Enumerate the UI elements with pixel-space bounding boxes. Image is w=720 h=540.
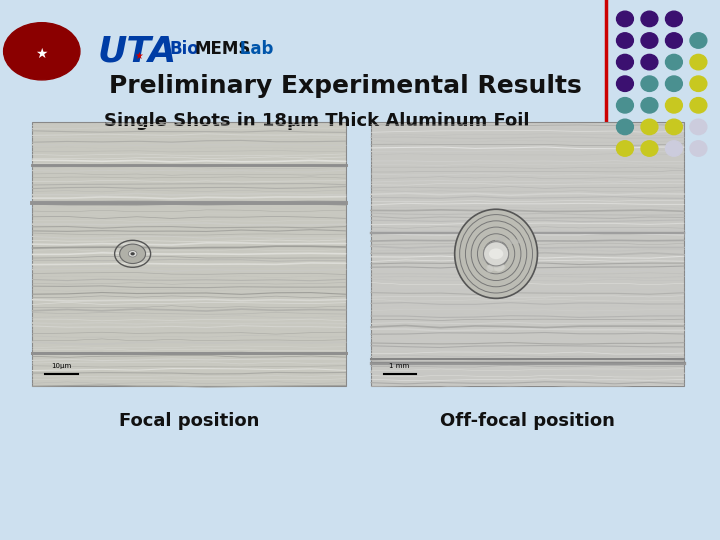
Bar — [371, 122, 684, 386]
Ellipse shape — [641, 11, 658, 26]
Ellipse shape — [493, 261, 504, 272]
Ellipse shape — [641, 119, 658, 134]
Text: UTA: UTA — [97, 35, 176, 68]
Ellipse shape — [505, 239, 521, 244]
Ellipse shape — [616, 55, 634, 70]
Text: Focal position: Focal position — [119, 412, 259, 430]
Circle shape — [120, 244, 145, 264]
Ellipse shape — [665, 11, 683, 26]
Ellipse shape — [641, 141, 658, 156]
Ellipse shape — [690, 141, 707, 156]
Ellipse shape — [486, 264, 493, 273]
Ellipse shape — [616, 119, 634, 134]
Ellipse shape — [690, 119, 707, 134]
Text: Preliminary Experimental Results: Preliminary Experimental Results — [109, 75, 582, 98]
Circle shape — [19, 35, 64, 68]
Ellipse shape — [482, 255, 492, 262]
Ellipse shape — [487, 264, 505, 271]
Text: 1 mm: 1 mm — [390, 363, 410, 369]
Text: Bio: Bio — [169, 39, 199, 58]
Text: Lab: Lab — [234, 39, 274, 58]
Bar — [32, 122, 346, 386]
Ellipse shape — [665, 141, 683, 156]
Ellipse shape — [665, 55, 683, 70]
Ellipse shape — [498, 236, 505, 241]
Circle shape — [130, 252, 135, 255]
Ellipse shape — [616, 141, 634, 156]
Text: Off-focal position: Off-focal position — [440, 412, 615, 430]
Ellipse shape — [641, 98, 658, 113]
Text: ★: ★ — [35, 47, 48, 61]
Ellipse shape — [484, 242, 509, 266]
Circle shape — [128, 251, 137, 257]
Ellipse shape — [616, 33, 634, 48]
Ellipse shape — [665, 33, 683, 48]
Ellipse shape — [641, 33, 658, 48]
Circle shape — [12, 29, 71, 73]
Ellipse shape — [690, 55, 707, 70]
Ellipse shape — [690, 76, 707, 91]
Text: MEMS: MEMS — [194, 39, 251, 58]
Ellipse shape — [641, 55, 658, 70]
Ellipse shape — [495, 236, 503, 248]
Circle shape — [27, 40, 56, 62]
Ellipse shape — [455, 209, 537, 298]
Text: ★: ★ — [135, 51, 143, 60]
Ellipse shape — [690, 98, 707, 113]
Ellipse shape — [665, 98, 683, 113]
Circle shape — [4, 23, 80, 80]
Ellipse shape — [482, 256, 498, 262]
Text: Single Shots in 18μm Thick Aluminum Foil: Single Shots in 18μm Thick Aluminum Foil — [104, 112, 529, 131]
Ellipse shape — [616, 98, 634, 113]
Ellipse shape — [616, 76, 634, 91]
Ellipse shape — [690, 33, 707, 48]
Ellipse shape — [616, 11, 634, 26]
Ellipse shape — [641, 76, 658, 91]
Ellipse shape — [665, 119, 683, 134]
Ellipse shape — [665, 76, 683, 91]
Text: 10μm: 10μm — [51, 363, 71, 369]
Circle shape — [489, 248, 503, 259]
